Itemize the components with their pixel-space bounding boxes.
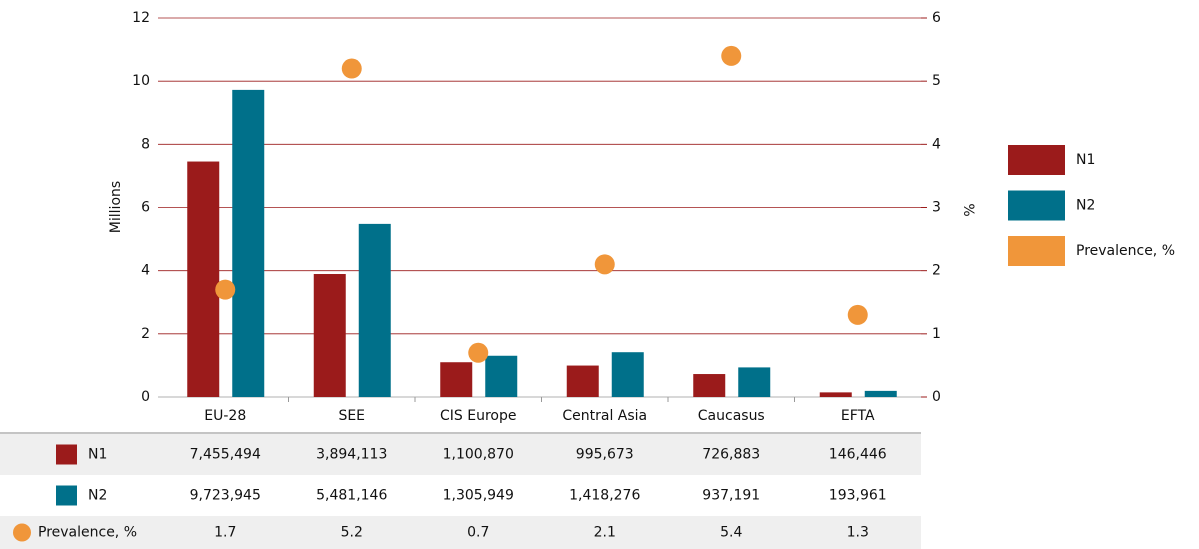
bar <box>313 274 346 397</box>
y-tick-label: 12 <box>132 10 150 26</box>
table-cell: 1,418,276 <box>569 488 640 504</box>
y2-tick-label: 3 <box>932 200 941 216</box>
table-cell: 0.7 <box>467 525 489 541</box>
x-tick-label: EFTA <box>841 408 875 424</box>
bar <box>566 365 599 397</box>
legend-swatch <box>1008 190 1065 221</box>
legend-swatch <box>1008 236 1065 266</box>
point <box>341 58 362 79</box>
bar <box>187 161 220 397</box>
bar <box>358 223 391 397</box>
legend-swatch <box>1008 145 1065 175</box>
table-cell: 995,673 <box>576 447 634 463</box>
table-swatch <box>13 523 31 542</box>
bar <box>485 355 518 397</box>
y2-tick-label: 2 <box>932 263 941 279</box>
point <box>847 304 868 325</box>
bar <box>864 390 897 397</box>
y-tick-label: 6 <box>141 200 150 216</box>
x-tick-label: Caucasus <box>698 408 765 424</box>
y2-tick-label: 6 <box>932 10 941 26</box>
table-swatch <box>56 485 77 506</box>
y-tick-label: 0 <box>141 389 150 405</box>
table-cell: 5.4 <box>720 525 742 541</box>
table-cell: 3,894,113 <box>316 447 387 463</box>
bar <box>693 374 726 397</box>
table-row-label: Prevalence, % <box>38 525 137 541</box>
point <box>215 279 236 300</box>
legend-label: N1 <box>1076 152 1095 168</box>
bar <box>232 89 265 397</box>
table-row-bg <box>0 516 921 549</box>
y2-tick-label: 4 <box>932 136 941 152</box>
table-cell: 937,191 <box>702 488 760 504</box>
table-row-label: N2 <box>88 488 107 504</box>
table-cell: 726,883 <box>702 447 760 463</box>
table-cell: 1.7 <box>214 525 236 541</box>
table-cell: 193,961 <box>829 488 887 504</box>
table-cell: 5.2 <box>341 525 363 541</box>
x-tick-label: EU-28 <box>204 408 246 424</box>
y2-axis-label: % <box>960 203 976 216</box>
table-cell: 1,100,870 <box>443 447 514 463</box>
bar <box>738 367 771 397</box>
y-tick-label: 4 <box>141 263 150 279</box>
bar <box>819 392 852 397</box>
x-tick-label: Central Asia <box>562 408 647 424</box>
table-cell: 146,446 <box>829 447 887 463</box>
y-axis-label: Millions <box>108 181 124 233</box>
bar <box>611 352 644 397</box>
table-swatch <box>56 444 77 465</box>
legend-label: Prevalence, % <box>1076 243 1175 259</box>
table-cell: 1,305,949 <box>443 488 514 504</box>
y-tick-label: 2 <box>141 326 150 342</box>
y-tick-label: 8 <box>141 136 150 152</box>
point <box>721 45 742 66</box>
point <box>468 342 489 363</box>
legend-label: N2 <box>1076 198 1095 214</box>
x-tick-label: SEE <box>338 408 365 424</box>
y2-tick-label: 1 <box>932 326 941 342</box>
y2-tick-label: 5 <box>932 73 941 89</box>
x-tick-label: CIS Europe <box>440 408 516 424</box>
bar <box>440 362 473 397</box>
table-cell: 1.3 <box>847 525 869 541</box>
table-row-bg <box>0 434 921 475</box>
table-row-label: N1 <box>88 447 107 463</box>
table-cell: 9,723,945 <box>190 488 261 504</box>
point <box>594 254 615 275</box>
table-cell: 5,481,146 <box>316 488 387 504</box>
table-cell: 2.1 <box>594 525 616 541</box>
y2-tick-label: 0 <box>932 389 941 405</box>
y-tick-label: 10 <box>132 73 150 89</box>
table-cell: 7,455,494 <box>190 447 261 463</box>
